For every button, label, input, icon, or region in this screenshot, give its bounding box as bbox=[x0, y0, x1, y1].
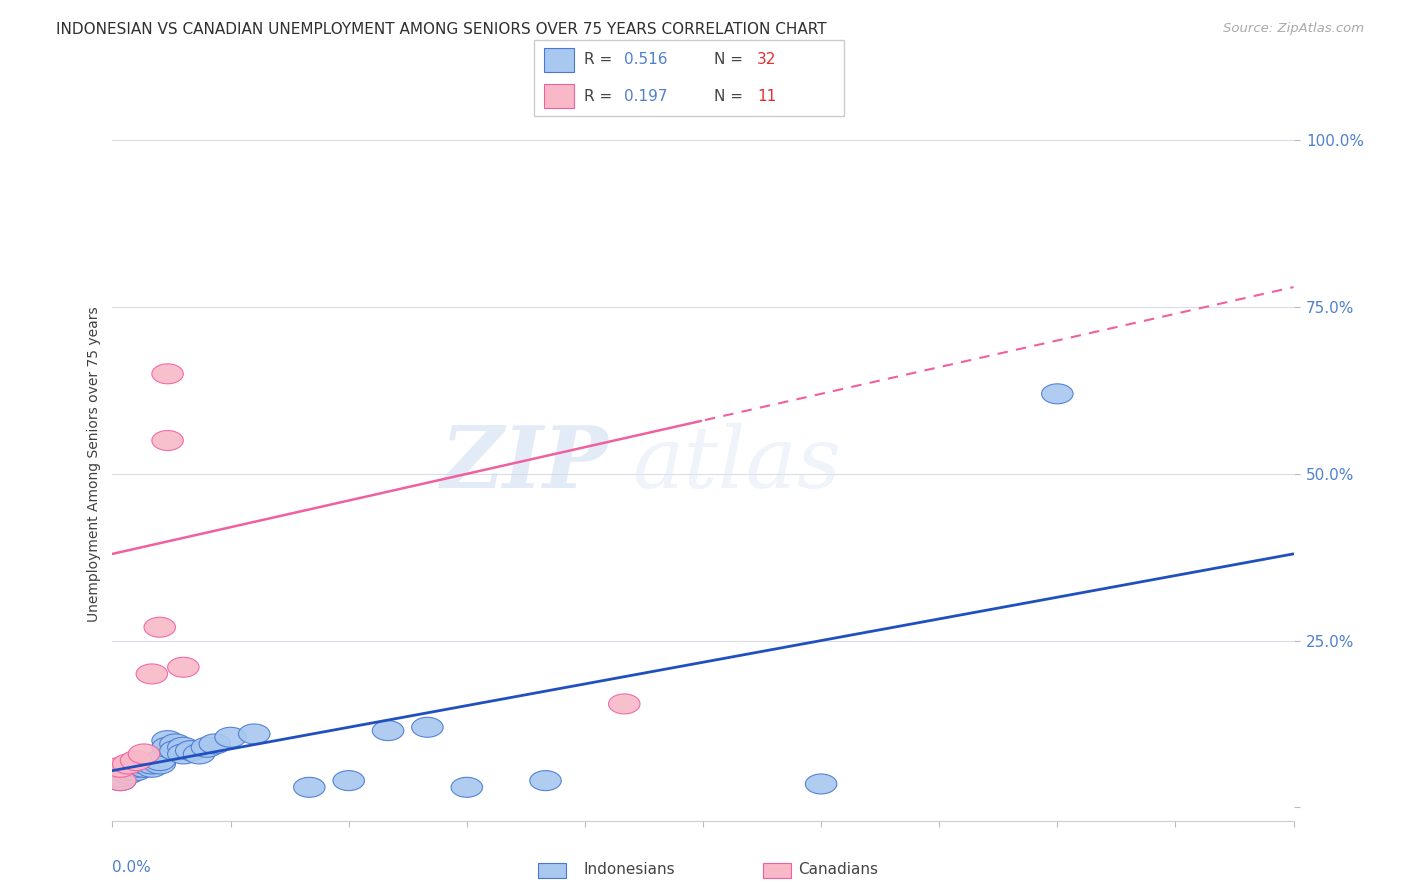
Ellipse shape bbox=[152, 431, 183, 450]
Ellipse shape bbox=[191, 738, 222, 757]
Ellipse shape bbox=[333, 771, 364, 790]
Text: N =: N = bbox=[714, 53, 748, 68]
FancyBboxPatch shape bbox=[544, 47, 575, 72]
Ellipse shape bbox=[215, 727, 246, 747]
Ellipse shape bbox=[294, 777, 325, 797]
Ellipse shape bbox=[104, 757, 136, 777]
Ellipse shape bbox=[530, 771, 561, 790]
Ellipse shape bbox=[136, 664, 167, 684]
Ellipse shape bbox=[128, 757, 160, 777]
Ellipse shape bbox=[183, 744, 215, 764]
Ellipse shape bbox=[128, 754, 160, 774]
Ellipse shape bbox=[1042, 384, 1073, 404]
Ellipse shape bbox=[143, 617, 176, 637]
Text: 0.197: 0.197 bbox=[624, 88, 668, 103]
Ellipse shape bbox=[176, 740, 207, 761]
Text: atlas: atlas bbox=[633, 423, 841, 505]
FancyBboxPatch shape bbox=[534, 40, 844, 116]
Ellipse shape bbox=[104, 767, 136, 788]
Ellipse shape bbox=[112, 754, 143, 774]
Ellipse shape bbox=[167, 738, 200, 757]
Ellipse shape bbox=[121, 761, 152, 780]
Ellipse shape bbox=[373, 721, 404, 740]
Text: 0.516: 0.516 bbox=[624, 53, 668, 68]
Ellipse shape bbox=[121, 750, 152, 771]
Ellipse shape bbox=[128, 744, 160, 764]
Text: R =: R = bbox=[583, 53, 617, 68]
Ellipse shape bbox=[143, 750, 176, 771]
Ellipse shape bbox=[143, 754, 176, 774]
Ellipse shape bbox=[104, 771, 136, 790]
Ellipse shape bbox=[451, 777, 482, 797]
Bar bbox=[537, 863, 567, 879]
Ellipse shape bbox=[160, 734, 191, 754]
Ellipse shape bbox=[152, 738, 183, 757]
Ellipse shape bbox=[160, 740, 191, 761]
Ellipse shape bbox=[104, 771, 136, 790]
Bar bbox=[762, 863, 792, 879]
Text: 11: 11 bbox=[756, 88, 776, 103]
Text: 0.0%: 0.0% bbox=[112, 860, 152, 875]
Ellipse shape bbox=[121, 757, 152, 777]
Ellipse shape bbox=[136, 754, 167, 774]
Ellipse shape bbox=[152, 364, 183, 384]
Ellipse shape bbox=[200, 734, 231, 754]
Y-axis label: Unemployment Among Seniors over 75 years: Unemployment Among Seniors over 75 years bbox=[87, 306, 101, 622]
Ellipse shape bbox=[806, 774, 837, 794]
FancyBboxPatch shape bbox=[544, 84, 575, 109]
Text: Indonesians: Indonesians bbox=[583, 863, 675, 877]
Text: 32: 32 bbox=[756, 53, 776, 68]
Ellipse shape bbox=[136, 757, 167, 777]
Ellipse shape bbox=[412, 717, 443, 738]
Text: N =: N = bbox=[714, 88, 748, 103]
Ellipse shape bbox=[609, 694, 640, 714]
Ellipse shape bbox=[167, 744, 200, 764]
Ellipse shape bbox=[112, 764, 143, 784]
Ellipse shape bbox=[112, 761, 143, 780]
Text: Canadians: Canadians bbox=[799, 863, 879, 877]
Text: INDONESIAN VS CANADIAN UNEMPLOYMENT AMONG SENIORS OVER 75 YEARS CORRELATION CHAR: INDONESIAN VS CANADIAN UNEMPLOYMENT AMON… bbox=[56, 22, 827, 37]
Text: ZIP: ZIP bbox=[440, 422, 609, 506]
Ellipse shape bbox=[152, 731, 183, 750]
Ellipse shape bbox=[239, 724, 270, 744]
Text: R =: R = bbox=[583, 88, 617, 103]
Ellipse shape bbox=[167, 657, 200, 677]
Text: Source: ZipAtlas.com: Source: ZipAtlas.com bbox=[1223, 22, 1364, 36]
